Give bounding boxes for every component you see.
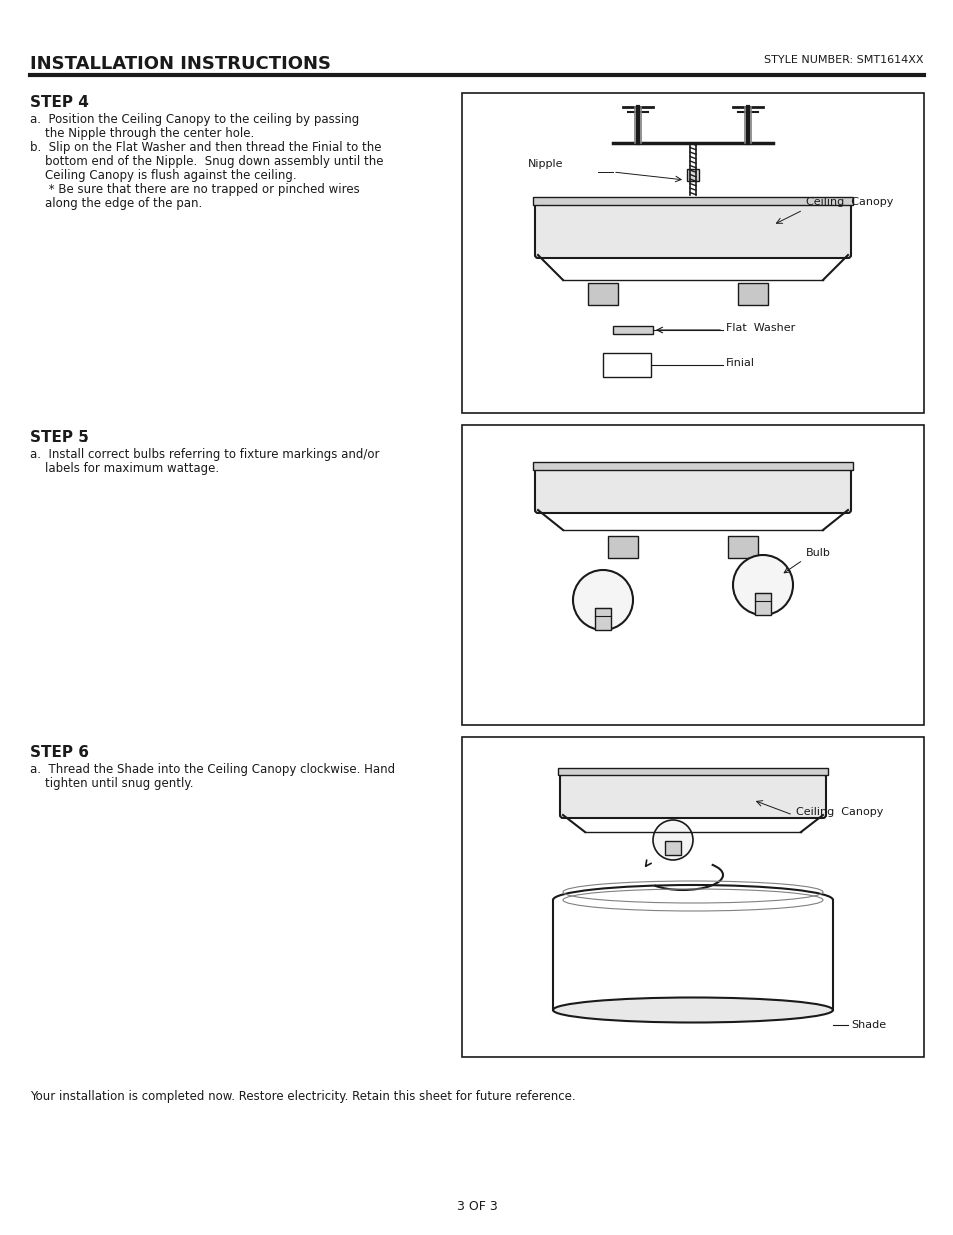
Text: Your installation is completed now. Restore electricity. Retain this sheet for f: Your installation is completed now. Rest… (30, 1091, 575, 1103)
Text: b.  Slip on the Flat Washer and then thread the Finial to the: b. Slip on the Flat Washer and then thre… (30, 141, 381, 154)
FancyBboxPatch shape (535, 467, 850, 513)
Circle shape (732, 555, 792, 615)
Text: Nipple: Nipple (527, 159, 563, 169)
Text: STEP 6: STEP 6 (30, 745, 89, 760)
Text: a.  Install correct bulbs referring to fixture markings and/or: a. Install correct bulbs referring to fi… (30, 448, 379, 461)
Text: INSTALLATION INSTRUCTIONS: INSTALLATION INSTRUCTIONS (30, 56, 331, 73)
Text: a.  Position the Ceiling Canopy to the ceiling by passing: a. Position the Ceiling Canopy to the ce… (30, 112, 359, 126)
Text: along the edge of the pan.: along the edge of the pan. (30, 198, 202, 210)
Bar (461, 425, 923, 725)
Text: a.  Thread the Shade into the Ceiling Canopy clockwise. Hand: a. Thread the Shade into the Ceiling Can… (30, 763, 395, 776)
Text: Ceiling  Canopy: Ceiling Canopy (805, 198, 892, 207)
Bar (533, 462, 852, 471)
Text: Shade: Shade (850, 1020, 885, 1030)
Bar (461, 93, 923, 412)
Bar (595, 608, 610, 630)
Text: * Be sure that there are no trapped or pinched wires: * Be sure that there are no trapped or p… (30, 183, 359, 196)
Text: Ceiling Canopy is flush against the ceiling.: Ceiling Canopy is flush against the ceil… (30, 169, 296, 182)
Text: STEP 5: STEP 5 (30, 430, 89, 445)
Bar (754, 593, 770, 615)
Text: the Nipple through the center hole.: the Nipple through the center hole. (30, 127, 254, 140)
Text: tighten until snug gently.: tighten until snug gently. (30, 777, 193, 790)
Circle shape (573, 571, 633, 630)
Text: Flat  Washer: Flat Washer (725, 324, 795, 333)
Text: STYLE NUMBER: SMT1614XX: STYLE NUMBER: SMT1614XX (763, 56, 923, 65)
Text: :: : (82, 430, 87, 445)
Circle shape (652, 820, 692, 860)
Text: STEP 4: STEP 4 (30, 95, 89, 110)
Text: Ceiling  Canopy: Ceiling Canopy (795, 806, 882, 818)
Bar (461, 737, 923, 1057)
Text: labels for maximum wattage.: labels for maximum wattage. (30, 462, 219, 475)
Bar (613, 326, 652, 333)
Bar (686, 169, 699, 182)
Bar (727, 536, 758, 558)
Text: :: : (82, 95, 87, 110)
Ellipse shape (553, 998, 832, 1023)
Bar (587, 283, 618, 305)
Bar (533, 198, 852, 205)
Text: 3 OF 3: 3 OF 3 (456, 1200, 497, 1213)
FancyBboxPatch shape (559, 774, 825, 818)
Text: :: : (82, 745, 87, 760)
Bar (664, 841, 680, 855)
Bar (602, 353, 650, 377)
Bar (738, 283, 767, 305)
Text: Bulb: Bulb (805, 548, 830, 558)
FancyBboxPatch shape (535, 203, 850, 258)
Text: Finial: Finial (725, 358, 754, 368)
Text: bottom end of the Nipple.  Snug down assembly until the: bottom end of the Nipple. Snug down asse… (30, 156, 383, 168)
Bar (558, 768, 827, 776)
Bar (607, 536, 638, 558)
